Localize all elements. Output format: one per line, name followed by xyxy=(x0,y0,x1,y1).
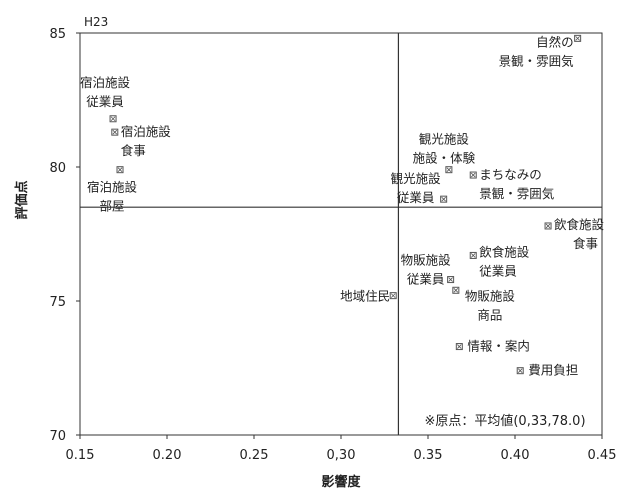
data-point xyxy=(574,34,582,42)
x-axis-label: 影響度 xyxy=(321,474,361,490)
data-points xyxy=(109,34,582,375)
point-label: 物販施設商品 xyxy=(465,288,516,322)
panel-label: H23 xyxy=(84,15,108,29)
data-point xyxy=(111,128,119,136)
data-point xyxy=(440,195,448,203)
y-axis-ticks: 70 75 80 85 xyxy=(49,27,80,444)
x-tick-label: 0.35 xyxy=(414,448,443,463)
point-label: 地域住民 xyxy=(340,289,390,304)
point-label: 費用負担 xyxy=(528,363,578,378)
data-point xyxy=(389,292,397,300)
data-point xyxy=(452,286,460,294)
data-point xyxy=(447,276,455,284)
data-point xyxy=(455,343,463,351)
y-tick-label: 85 xyxy=(49,27,66,42)
data-point xyxy=(109,115,117,123)
data-point xyxy=(116,166,124,174)
y-tick-label: 75 xyxy=(49,295,66,310)
data-point xyxy=(544,222,552,230)
data-point xyxy=(516,367,524,375)
x-tick-label: 0.15 xyxy=(66,448,95,463)
reference-lines xyxy=(80,33,602,435)
point-label: 宿泊施設食事 xyxy=(121,124,172,158)
data-point xyxy=(445,166,453,174)
x-tick-label: 0.40 xyxy=(501,448,530,463)
point-label: 飲食施設従業員 xyxy=(479,244,530,278)
x-tick-label: 0.25 xyxy=(240,448,269,463)
point-label: まちなみの景観・雰囲気 xyxy=(479,167,554,201)
x-tick-label: 0,30 xyxy=(327,448,356,463)
y-tick-label: 80 xyxy=(49,161,66,176)
origin-note: ※原点：平均値(0,33,78.0) xyxy=(424,413,585,429)
y-tick-label: 70 xyxy=(49,429,66,444)
point-label: 自然の景観・雰囲気 xyxy=(499,34,574,68)
point-label: 宿泊施設部屋 xyxy=(87,180,138,214)
point-label: 宿泊施設従業員 xyxy=(80,75,131,109)
point-label: 物販施設従業員 xyxy=(401,253,452,287)
point-label: 観光施設従業員 xyxy=(391,171,442,205)
plot-area xyxy=(79,32,603,436)
x-axis-ticks: 0.15 0.20 0.25 0,30 0.35 0.40 0.45 xyxy=(66,435,617,463)
point-label: 飲食施設食事 xyxy=(554,217,605,251)
x-tick-label: 0.45 xyxy=(588,448,617,463)
x-tick-label: 0.20 xyxy=(153,448,182,463)
y-axis-label: 評価点 xyxy=(14,180,30,219)
data-point xyxy=(469,171,477,179)
data-point xyxy=(469,251,477,259)
point-label: 情報・案内 xyxy=(467,339,530,354)
point-label: 観光施設施設・体験 xyxy=(413,132,476,166)
